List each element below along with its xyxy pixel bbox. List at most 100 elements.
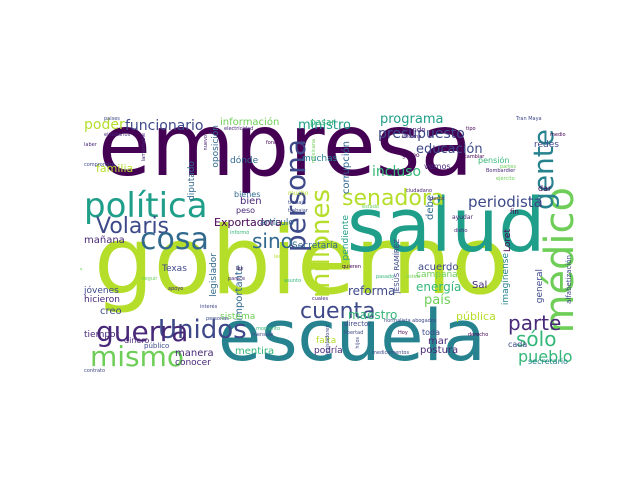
word-parte: parte bbox=[508, 311, 562, 335]
word-tiempo: tiempo bbox=[84, 330, 116, 340]
word-publico: público bbox=[144, 342, 170, 350]
word-pesos: pesos bbox=[430, 196, 445, 202]
word-exportadora: Exportadora bbox=[214, 216, 282, 229]
word-contrato: contrato bbox=[84, 368, 106, 374]
word-mucho: mucho bbox=[288, 190, 309, 197]
word-corrupcion: corrupción bbox=[341, 141, 352, 195]
word-fin: fin bbox=[510, 208, 519, 216]
word-vemos: vemos bbox=[424, 162, 451, 171]
word-bien: bien bbox=[240, 196, 262, 207]
word-mar: mar bbox=[428, 336, 448, 347]
word-creo: creo bbox=[100, 306, 122, 317]
word-guerra: guerra bbox=[96, 315, 189, 348]
word-libertad: libertad bbox=[344, 330, 364, 336]
word-toda: toda bbox=[422, 328, 441, 337]
word-ley: ley bbox=[236, 266, 244, 272]
word-general: general bbox=[535, 269, 545, 304]
word-incluso: incluso bbox=[372, 164, 422, 180]
word-secretaria: Secretaría bbox=[292, 241, 338, 251]
word-bombardier: Bombardier bbox=[486, 168, 516, 174]
word-normalista-abogados: normalista abogados bbox=[384, 318, 437, 324]
word-usted: usted bbox=[406, 274, 420, 280]
word-cuenta: cuenta bbox=[300, 299, 376, 324]
word-politica: política bbox=[84, 186, 208, 226]
word-familia: familia bbox=[96, 162, 134, 175]
word-unidos: Unidos bbox=[158, 315, 247, 345]
word-derecho: derecho bbox=[468, 332, 489, 338]
word-maestro: maestro bbox=[348, 308, 398, 322]
word-loret: Loret bbox=[503, 229, 513, 252]
word-momento: momento bbox=[256, 326, 281, 332]
word-mexicana: mexicana bbox=[311, 139, 317, 164]
word-tipo: tipo bbox=[466, 126, 476, 132]
word-informe: informe bbox=[402, 134, 422, 140]
word-ejercito: ejército bbox=[496, 176, 515, 182]
word-manana: mañana bbox=[84, 235, 125, 246]
word-mismo: mismo bbox=[90, 340, 185, 373]
word-podria: podría bbox=[314, 346, 343, 356]
word-trabajo: trabajo bbox=[288, 200, 306, 206]
word-ciudadano: ciudadano bbox=[406, 188, 433, 194]
word-hoy: Hoy bbox=[398, 330, 408, 336]
word-imaginense: imagínense bbox=[501, 253, 511, 306]
word-partes: partes bbox=[500, 164, 516, 170]
word-presupuesto: presupuesto bbox=[378, 126, 465, 142]
word-conocer: conocer bbox=[175, 358, 211, 368]
word-poder: poder bbox=[84, 117, 125, 133]
word-pais: país bbox=[424, 293, 451, 308]
word-quieren: quieren bbox=[342, 264, 361, 270]
word-jesus-ramirez: JESÚS RAMÍREZ bbox=[393, 239, 401, 294]
word-medicamentos: medicamentos bbox=[372, 350, 410, 356]
word-periodista: periodista bbox=[468, 193, 543, 211]
word-funcionario: funcionario bbox=[125, 118, 204, 134]
word-pasado: pasado bbox=[376, 274, 395, 280]
word-dar: dar bbox=[538, 184, 552, 193]
word-reforma: reforma bbox=[348, 284, 396, 298]
word-ministro: ministro bbox=[298, 118, 352, 133]
word-laber: laber bbox=[84, 142, 97, 148]
word-programa: programa bbox=[380, 112, 444, 127]
word-sino: sino bbox=[252, 229, 293, 253]
word-informacion: información bbox=[220, 117, 280, 128]
word-muchas: muchas bbox=[302, 154, 338, 164]
word-bienes: bienes bbox=[234, 190, 261, 199]
word-campana: campaña bbox=[416, 270, 458, 280]
word-cloud: empresa gobierno escuela salud médico po… bbox=[80, 105, 578, 376]
word-trabajando: trabajando bbox=[80, 245, 83, 294]
word-oposicion: oposición bbox=[211, 125, 221, 168]
word-cambiar: cambiar bbox=[464, 154, 485, 160]
word-mensaje: mensaje bbox=[252, 332, 274, 338]
word-redes: redes bbox=[534, 140, 559, 150]
word-diputado: diputado bbox=[187, 161, 197, 201]
word-educacion: educación bbox=[416, 142, 483, 157]
word-hicieron: hicieron bbox=[84, 295, 120, 305]
word-secretario: secretario bbox=[528, 357, 568, 366]
word-paises: paises bbox=[104, 116, 120, 122]
word-solo: sólo bbox=[516, 327, 557, 351]
word-escuela: escuela bbox=[218, 295, 486, 376]
word-mentira: mentira bbox=[235, 346, 275, 357]
word-manera: manera bbox=[175, 348, 214, 359]
word-donde: dónde bbox=[230, 156, 259, 166]
word-ayudar: ayudar bbox=[452, 214, 473, 221]
word-legislador: legislador bbox=[209, 253, 219, 297]
word-cosa: cosa bbox=[140, 222, 209, 257]
word-trabajar: trabajar bbox=[288, 208, 308, 214]
word-senadora: senadora bbox=[342, 186, 445, 211]
word-energia: energía bbox=[416, 280, 462, 294]
word-alfabetizacion: alfabetización bbox=[565, 255, 573, 304]
word-electricidad: electricidad bbox=[224, 126, 254, 132]
word-dicho: dicho bbox=[454, 228, 468, 234]
word-volaris: Volaris bbox=[96, 214, 170, 239]
word-empresa: empresa bbox=[98, 105, 474, 196]
word-pueblo: pueblo bbox=[518, 347, 573, 366]
word-articulo: artículo bbox=[260, 218, 294, 228]
word-seguir: seguir bbox=[142, 276, 158, 282]
word-parece: parece bbox=[228, 276, 246, 282]
word-director: director bbox=[344, 320, 372, 328]
word-personas: personas bbox=[206, 316, 229, 322]
word-pendiente: pendiente bbox=[341, 215, 351, 261]
word-estado: estado bbox=[362, 204, 379, 210]
word-fondo: fondo bbox=[266, 140, 281, 146]
word-interes: interés bbox=[200, 304, 218, 310]
